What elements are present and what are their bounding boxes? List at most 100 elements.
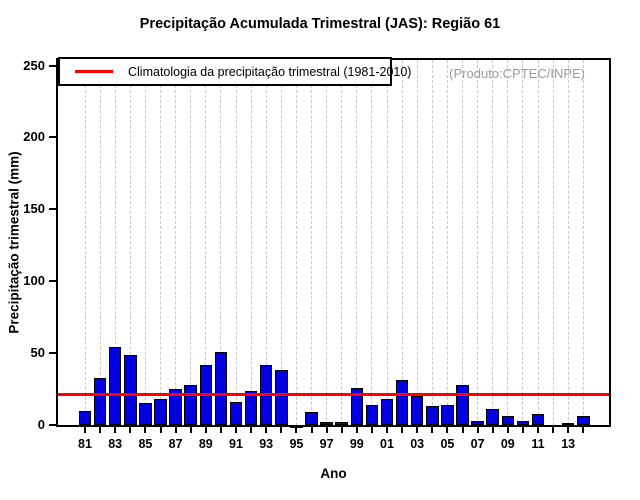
bar xyxy=(380,399,394,425)
gridline xyxy=(446,60,448,425)
watermark-text: (Produto:CPTEC/INPE) xyxy=(449,66,585,81)
bar xyxy=(244,390,258,425)
y-tick xyxy=(49,64,58,67)
gridline xyxy=(265,60,267,425)
legend: Climatologia da precipitação trimestral … xyxy=(58,57,411,86)
bar xyxy=(365,404,379,425)
x-tick xyxy=(265,427,268,433)
x-tick xyxy=(431,427,434,433)
bar xyxy=(350,387,364,425)
gridline xyxy=(537,60,539,425)
gridline xyxy=(401,60,403,425)
x-tick xyxy=(506,427,509,433)
x-tick xyxy=(370,427,373,433)
x-tick-label: 13 xyxy=(561,437,576,451)
chart-title: Precipitação Acumulada Trimestral (JAS):… xyxy=(139,16,501,32)
x-tick xyxy=(114,427,117,433)
y-tick-label: 100 xyxy=(23,273,45,289)
gridline xyxy=(477,60,479,425)
bar xyxy=(320,422,333,425)
x-tick-label: 97 xyxy=(319,437,334,451)
bar xyxy=(124,354,137,425)
x-tick-label: 05 xyxy=(440,437,455,451)
bar xyxy=(561,423,575,425)
x-tick-label: 91 xyxy=(229,437,243,451)
x-tick xyxy=(235,427,237,433)
x-tick-label: 09 xyxy=(500,437,515,451)
gridline xyxy=(250,60,252,425)
x-tick xyxy=(84,427,86,433)
x-tick xyxy=(416,427,419,433)
x-tick xyxy=(129,427,132,433)
bar xyxy=(410,396,424,425)
y-tick xyxy=(49,280,58,283)
gridline xyxy=(567,60,569,425)
bar xyxy=(395,380,409,425)
bar xyxy=(154,399,167,425)
x-tick-label: 03 xyxy=(410,437,425,451)
bar xyxy=(471,420,484,425)
x-tick-label: 11 xyxy=(531,437,545,451)
bar xyxy=(139,403,152,425)
legend-label: Climatologia da precipitação trimestral … xyxy=(128,64,412,79)
bar xyxy=(305,412,318,425)
gridline xyxy=(582,60,584,425)
gridline xyxy=(386,60,388,425)
x-tick xyxy=(537,427,539,433)
x-tick xyxy=(99,427,102,433)
y-tick-label: 50 xyxy=(30,345,45,361)
bar xyxy=(531,413,545,425)
x-tick xyxy=(461,427,464,433)
x-tick xyxy=(204,427,207,433)
x-tick xyxy=(446,427,449,433)
x-tick-label: 95 xyxy=(289,437,304,451)
gridline xyxy=(326,60,328,425)
x-tick xyxy=(355,427,358,433)
bar xyxy=(290,425,303,428)
gridline xyxy=(522,60,524,425)
x-tick xyxy=(189,427,192,433)
gridline xyxy=(295,60,297,425)
x-tick xyxy=(340,427,343,433)
x-tick-label: 93 xyxy=(259,437,274,451)
x-tick xyxy=(476,427,479,433)
y-tick xyxy=(49,352,58,355)
bar xyxy=(93,377,107,425)
x-tick xyxy=(325,427,328,433)
gridline xyxy=(235,60,237,425)
x-tick-label: 01 xyxy=(380,437,394,451)
x-tick xyxy=(219,427,222,433)
y-tick-label: 150 xyxy=(23,201,45,217)
gridline xyxy=(99,60,101,425)
x-tick xyxy=(250,427,253,433)
y-tick-label: 0 xyxy=(37,417,45,432)
gridline xyxy=(280,60,282,425)
plot-area xyxy=(58,60,609,428)
gridline xyxy=(416,60,418,425)
bar xyxy=(456,384,469,425)
x-tick xyxy=(582,427,585,433)
gridline xyxy=(144,60,146,425)
bar xyxy=(577,416,590,425)
gridline xyxy=(507,60,509,425)
gridline xyxy=(356,60,358,425)
bar xyxy=(169,389,182,425)
bar xyxy=(441,404,454,425)
gridline xyxy=(371,60,373,425)
x-tick xyxy=(567,427,570,433)
gridline xyxy=(190,60,192,425)
x-tick-label: 89 xyxy=(198,437,213,451)
y-tick xyxy=(49,208,58,211)
gridline xyxy=(552,60,554,425)
y-tick-label: 200 xyxy=(23,129,45,145)
gridline xyxy=(129,60,131,425)
x-tick xyxy=(552,427,555,433)
x-tick-label: 87 xyxy=(168,437,183,451)
bar xyxy=(516,420,530,425)
x-tick xyxy=(310,427,313,433)
gridline xyxy=(205,60,207,425)
y-tick xyxy=(49,424,58,426)
bar xyxy=(335,422,348,425)
x-tick xyxy=(174,427,177,433)
bar xyxy=(214,351,228,425)
